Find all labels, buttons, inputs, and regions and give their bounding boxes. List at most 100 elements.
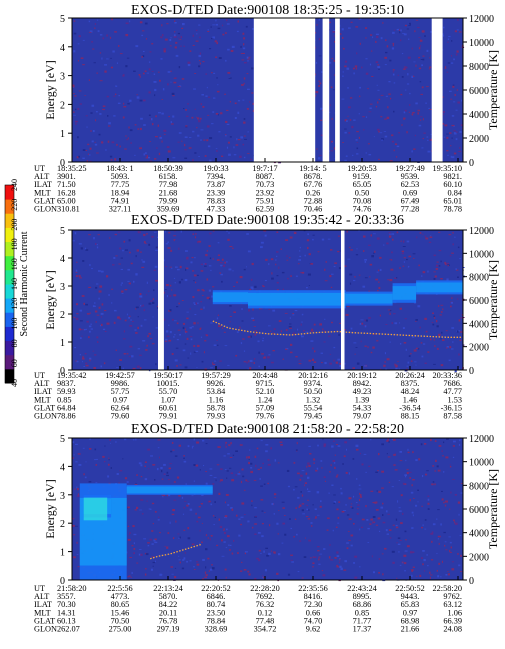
- colorbar-segment: [5, 255, 14, 271]
- orbit-row-value: 1.32: [306, 395, 321, 404]
- orbit-row-value: 275.00: [109, 625, 132, 634]
- colorbar-segment: [5, 340, 14, 356]
- orbit-row-label: GLON: [34, 412, 57, 421]
- orbit-row-value: 22:13:24: [153, 584, 183, 593]
- panel-2: EXOS-D/TED Date:900108 19:35:42 - 20:33:…: [34, 213, 500, 421]
- orbit-row-value: 0.85: [57, 395, 72, 404]
- orbit-row-value: 62.59: [256, 205, 275, 214]
- orbit-row-value: 65.83: [401, 600, 420, 609]
- orbit-row-value: 66.39: [443, 616, 462, 625]
- right-tick-label: 12000: [469, 14, 494, 25]
- orbit-row-value: 1.07: [161, 395, 176, 404]
- right-tick-label: 10000: [469, 249, 494, 260]
- colorbar-tick-label: 180: [10, 238, 19, 250]
- orbit-row-value: 6158.: [159, 172, 178, 181]
- left-tick-label: 0: [60, 576, 65, 587]
- orbit-row-value: 1.46: [403, 395, 418, 404]
- orbit-row-value: 55.54: [304, 403, 324, 412]
- orbit-row-value: 3901.: [57, 172, 76, 181]
- orbit-row-label: ALT: [34, 592, 49, 601]
- right-tick-label: 6000: [469, 86, 489, 97]
- orbit-row-value: 0.97: [403, 608, 418, 617]
- colorbar-tick-label: 140: [10, 278, 19, 290]
- orbit-row-value: 57.75: [111, 387, 130, 396]
- orbit-row-value: 0.66: [306, 608, 321, 617]
- orbit-row-value: 53.84: [207, 387, 227, 396]
- orbit-row-value: 327.11: [109, 205, 132, 214]
- intensity-band-core: [345, 293, 393, 304]
- right-tick-label: 12000: [469, 434, 494, 445]
- orbit-row-value: 64.84: [57, 403, 77, 412]
- orbit-row-value: 68.86: [353, 600, 372, 609]
- orbit-row-value: 55.70: [159, 387, 178, 396]
- orbit-row-label: MLT: [34, 395, 51, 404]
- orbit-row-value: 19:42:57: [105, 371, 135, 380]
- orbit-row-value: 17.37: [353, 625, 372, 634]
- orbit-row-value: 19:27:49: [395, 164, 425, 173]
- orbit-row-value: 24.08: [443, 625, 462, 634]
- orbit-row-value: 20:26:24: [395, 371, 425, 380]
- colorbar-tick-label: 200: [10, 219, 19, 231]
- orbit-row-value: 7394.: [207, 172, 226, 181]
- orbit-row-value: 18:50:39: [153, 164, 183, 173]
- orbit-row-value: 65.00: [57, 196, 76, 205]
- panel-title: EXOS-D/TED Date:900108 18:35:25 - 19:35:…: [131, 3, 404, 18]
- orbit-row-value: 79.76: [256, 412, 275, 421]
- right-tick-label: 8000: [469, 481, 489, 492]
- orbit-row-value: 8087.: [256, 172, 275, 181]
- colorbar-tick-label: 220: [10, 199, 19, 211]
- orbit-row-value: 9986.: [111, 379, 130, 388]
- orbit-row-value: 73.87: [207, 180, 226, 189]
- orbit-row-value: 8375.: [401, 379, 420, 388]
- colorbar-segment: [5, 368, 14, 384]
- left-tick-label: 5: [60, 434, 65, 445]
- left-tick-label: 2: [60, 310, 65, 321]
- orbit-row-value: 79.93: [207, 412, 226, 421]
- orbit-row-value: 70.73: [256, 180, 275, 189]
- orbit-row-value: 84.22: [159, 600, 178, 609]
- orbit-row-value: 76.78: [159, 616, 178, 625]
- orbit-row-value: 15.46: [111, 608, 130, 617]
- left-tick-label: 1: [60, 338, 65, 349]
- orbit-row-value: 78.83: [207, 196, 226, 205]
- orbit-row-value: 78.78: [443, 205, 462, 214]
- orbit-row-value: 9821.: [443, 172, 462, 181]
- orbit-row-value: 22:43:24: [347, 584, 377, 593]
- orbit-row-value: 74.70: [304, 616, 323, 625]
- right-tick-label: 4000: [469, 110, 489, 121]
- left-tick-label: 3: [60, 72, 65, 83]
- orbit-row-value: 8678.: [304, 172, 323, 181]
- right-tick-label: 8000: [469, 62, 489, 73]
- orbit-row-value: 74.91: [111, 196, 130, 205]
- orbit-row-value: 9159.: [353, 172, 372, 181]
- left-tick-label: 0: [60, 366, 65, 377]
- orbit-row-value: 18.94: [111, 188, 131, 197]
- orbit-row-value: 20:33:36: [432, 371, 462, 380]
- right-tick-label: 2000: [469, 134, 489, 145]
- orbit-row-value: 57.09: [256, 403, 275, 412]
- orbit-row-value: 3557.: [57, 592, 76, 601]
- left-axis-label: Energy [eV]: [43, 270, 57, 329]
- colorbar-segment: [5, 227, 14, 242]
- orbit-row-value: 9443.: [401, 592, 420, 601]
- orbit-row-value: 68.98: [401, 616, 420, 625]
- orbit-row-value: 7692.: [256, 592, 275, 601]
- orbit-row-label: GLON: [34, 625, 57, 634]
- orbit-row-value: 16.28: [57, 188, 76, 197]
- colorbar-segment: [5, 241, 14, 257]
- orbit-row-label: MLT: [34, 608, 51, 617]
- orbit-row-value: 0.26: [306, 188, 321, 197]
- right-tick-label: 0: [469, 366, 474, 377]
- colorbar-segment: [5, 312, 14, 327]
- right-tick-label: 6000: [469, 505, 489, 516]
- orbit-row-value: 18:43: 1: [106, 164, 133, 173]
- orbit-row-value: 20:19:12: [347, 371, 377, 380]
- orbit-row-value: 60.10: [443, 180, 462, 189]
- orbit-row-value: 48.24: [401, 387, 421, 396]
- orbit-row-value: 22:28:20: [250, 584, 280, 593]
- orbit-row-value: 1.16: [209, 395, 224, 404]
- panel-title: EXOS-D/TED Date:900108 21:58:20 - 22:58:…: [131, 422, 404, 437]
- orbit-row-value: 9374.: [304, 379, 323, 388]
- orbit-row-value: 0.97: [113, 395, 128, 404]
